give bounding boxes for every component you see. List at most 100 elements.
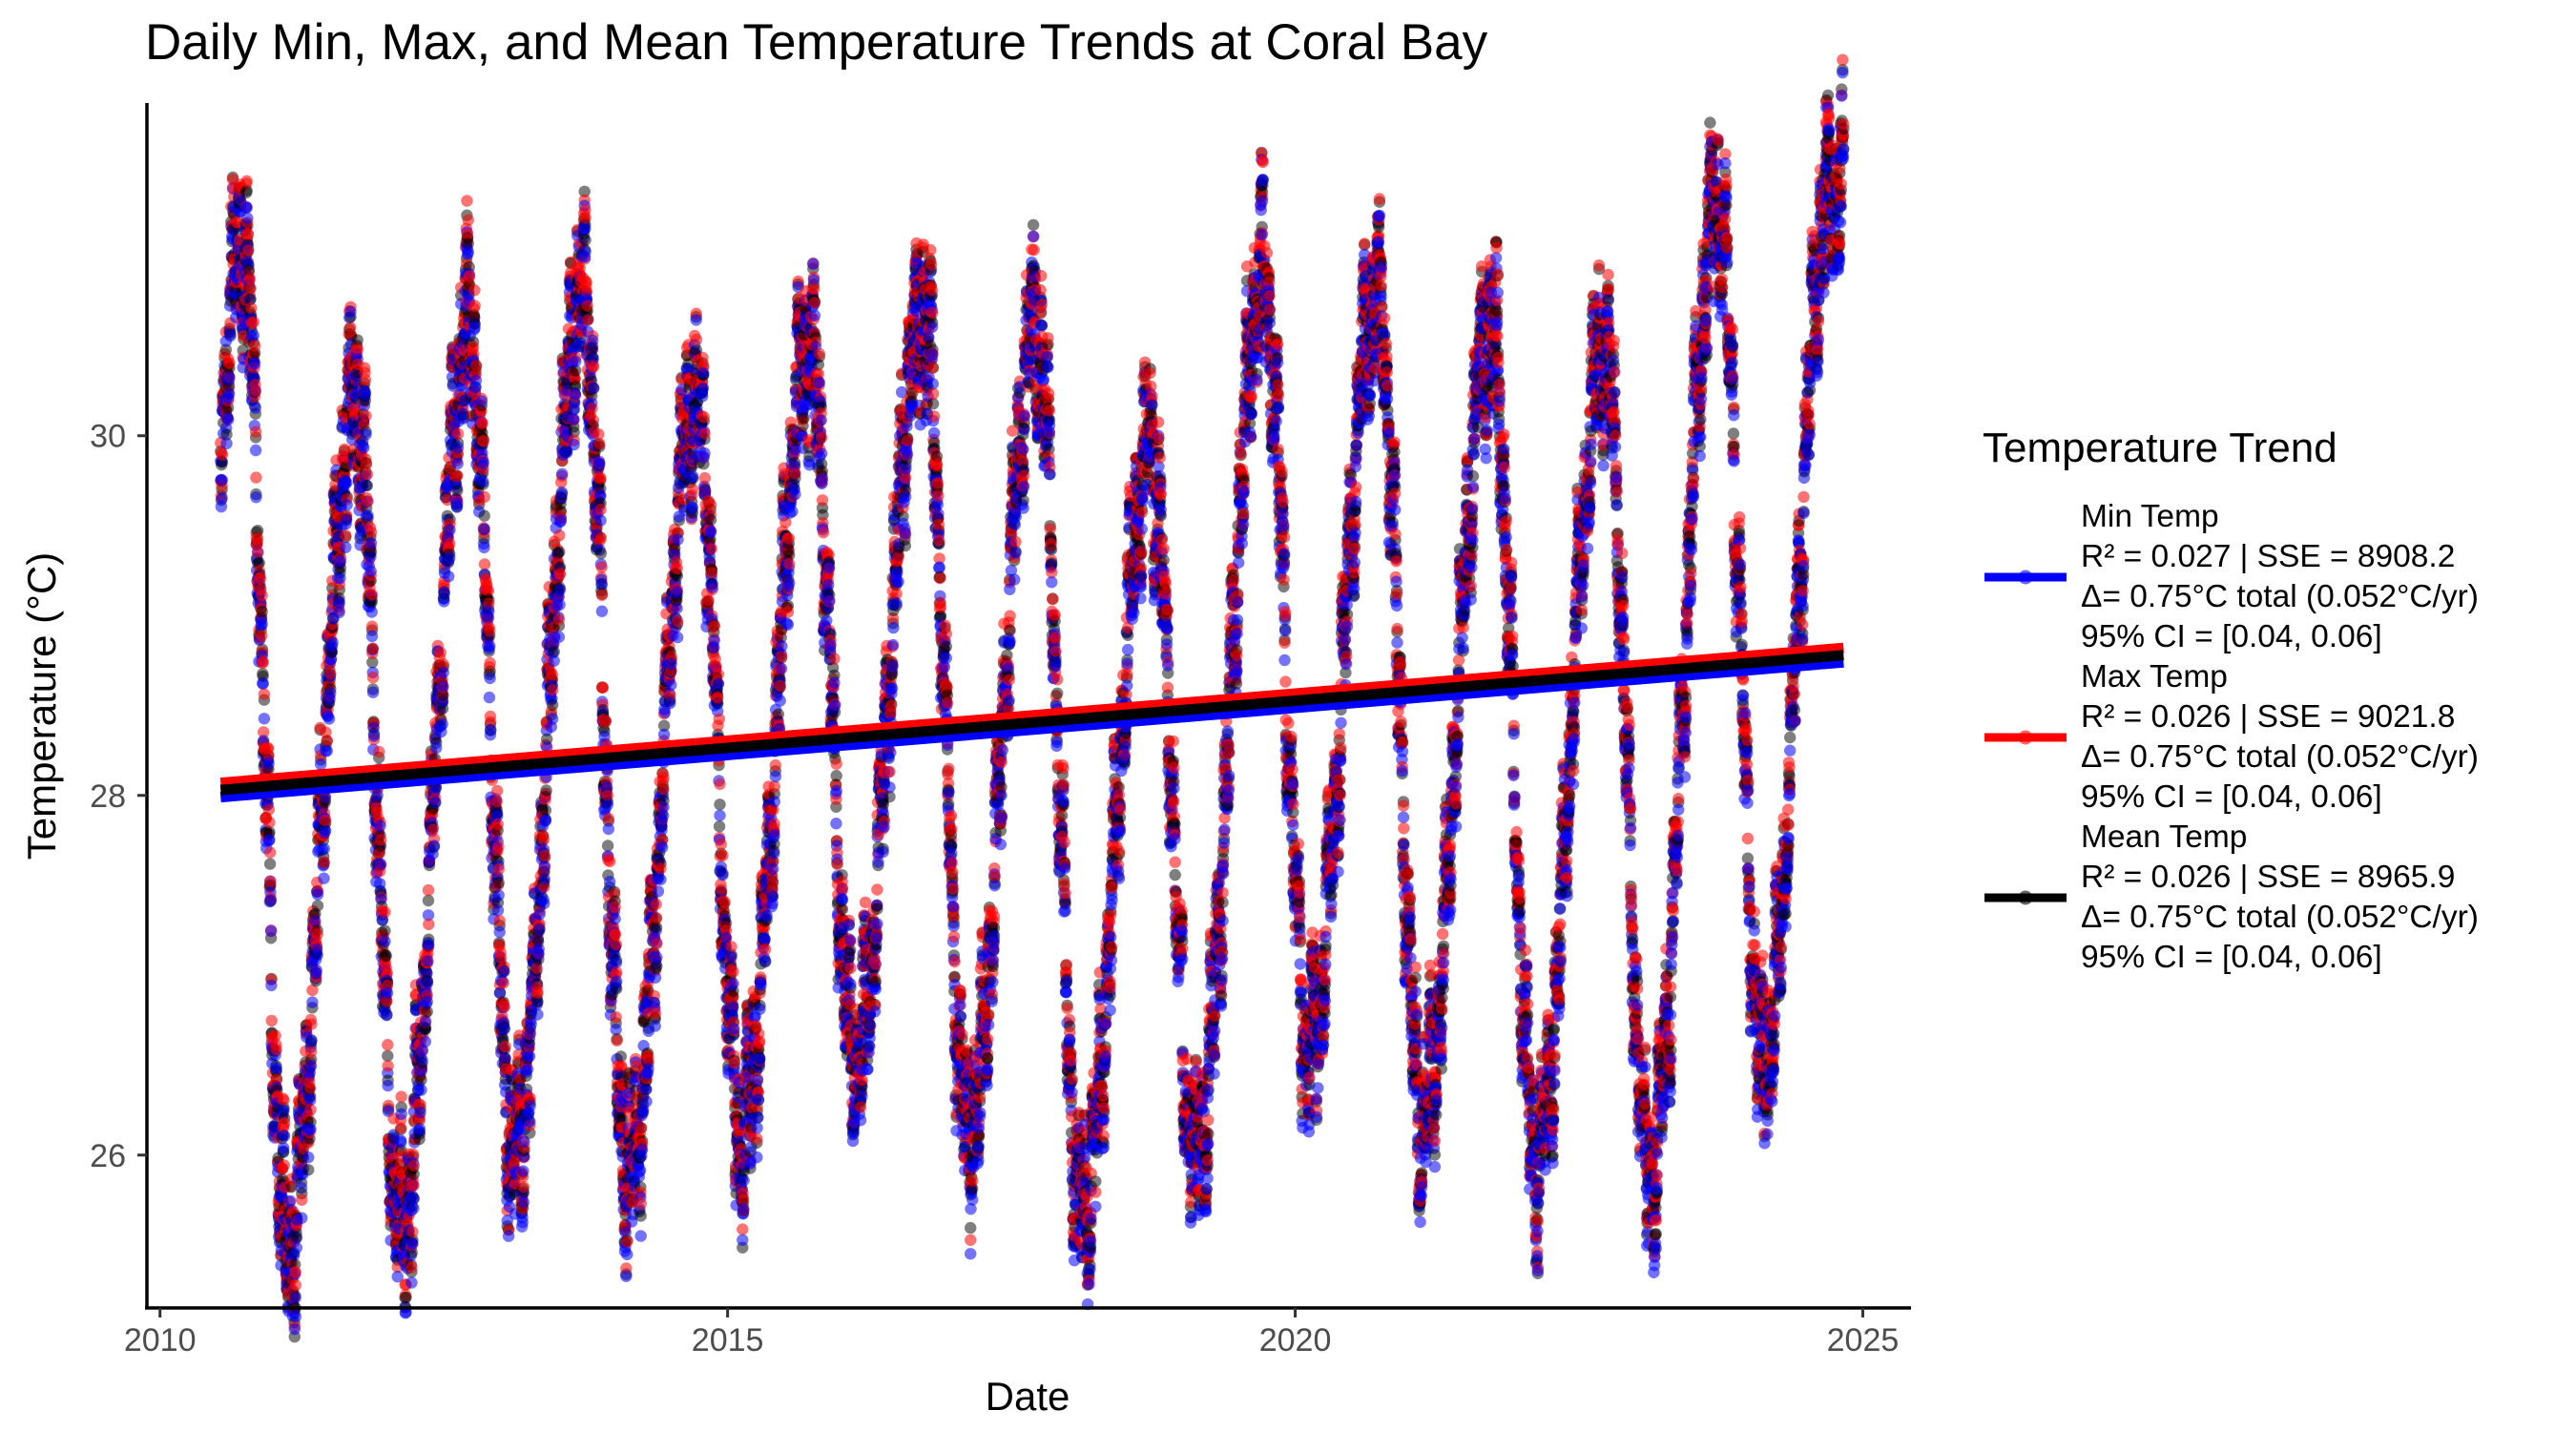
data-point-max-temp [553, 529, 566, 542]
data-point-min-temp [221, 413, 235, 426]
data-point-mean-temp [220, 428, 233, 441]
data-point-max-temp [248, 340, 261, 352]
data-point-min-temp [315, 758, 327, 771]
data-point-min-temp [665, 657, 677, 671]
data-point-max-temp [579, 212, 592, 224]
data-point-max-temp [451, 469, 464, 482]
data-point-max-temp [587, 361, 600, 373]
data-point-min-temp [635, 1143, 649, 1156]
data-point-max-temp [256, 630, 268, 642]
data-point-min-temp [524, 1115, 536, 1129]
data-point-min-temp [310, 964, 322, 977]
data-point-max-temp [698, 471, 711, 485]
data-point-max-temp [712, 691, 724, 704]
data-point-max-temp [374, 834, 387, 846]
data-point-max-temp [671, 614, 684, 628]
data-point-max-temp [462, 214, 474, 226]
data-point-min-temp [324, 687, 337, 699]
data-point-min-temp [437, 680, 449, 693]
data-point-min-temp [611, 975, 623, 987]
data-point-max-temp [321, 735, 333, 747]
data-point-min-temp [475, 395, 488, 407]
data-point-min-temp [451, 442, 465, 454]
data-point-max-temp [517, 1180, 530, 1193]
data-point-mean-temp [579, 234, 592, 246]
data-point-min-temp [322, 713, 336, 725]
data-point-max-temp [251, 532, 264, 545]
data-point-min-temp [725, 950, 737, 964]
data-point-max-temp [382, 1060, 394, 1072]
data-point-max-temp [366, 642, 379, 654]
data-point-min-temp [483, 605, 495, 618]
data-point-max-temp [657, 772, 670, 784]
data-point-min-temp [538, 861, 551, 873]
data-point-min-temp [305, 1034, 318, 1047]
data-point-max-temp [599, 716, 612, 728]
data-point-min-temp [609, 913, 621, 925]
data-point-min-temp [413, 1123, 426, 1135]
data-point-max-temp [241, 228, 255, 240]
data-point-min-temp [620, 1270, 633, 1283]
data-point-min-temp [690, 314, 702, 326]
data-point-max-temp [610, 938, 623, 951]
data-point-min-temp [364, 565, 377, 577]
data-point-max-temp [634, 1197, 647, 1210]
data-point-max-temp [484, 625, 496, 637]
data-point-max-temp [242, 244, 255, 257]
data-point-max-temp [498, 1001, 510, 1013]
data-point-max-temp [714, 778, 726, 791]
data-point-max-temp [586, 402, 598, 415]
data-point-mean-temp [714, 798, 726, 811]
data-point-max-temp [265, 1014, 278, 1027]
data-point-max-temp [249, 384, 261, 397]
data-point-min-temp [727, 977, 739, 990]
data-point-max-temp [365, 589, 378, 601]
data-point-min-temp [665, 678, 677, 692]
data-point-mean-temp [361, 479, 373, 492]
data-point-mean-temp [244, 293, 257, 305]
data-point-max-temp [423, 918, 435, 931]
data-point-min-temp [491, 904, 505, 917]
data-point-max-temp [318, 856, 330, 869]
data-point-min-temp [727, 1001, 739, 1014]
data-point-min-temp [311, 888, 324, 901]
data-point-max-temp [595, 589, 609, 601]
data-point-max-temp [395, 1122, 407, 1134]
data-point-min-temp [603, 876, 616, 888]
data-point-min-temp [421, 995, 433, 1008]
data-point-max-temp [596, 681, 610, 694]
data-point-min-temp [333, 596, 345, 610]
data-point-mean-temp [451, 485, 464, 497]
data-point-max-temp [405, 1261, 418, 1274]
data-point-max-temp [497, 977, 509, 989]
data-point-min-temp [552, 631, 566, 643]
data-point-min-temp [649, 1020, 661, 1032]
data-point-max-temp [362, 495, 374, 508]
data-point-min-temp [306, 996, 319, 1008]
data-point-min-temp [498, 965, 510, 978]
data-point-max-temp [451, 427, 465, 440]
data-point-mean-temp [540, 784, 552, 797]
data-point-min-temp [642, 1063, 654, 1075]
data-point-max-temp [262, 803, 275, 816]
data-point-min-temp [556, 467, 569, 480]
data-point-max-temp [422, 883, 435, 897]
data-point-max-temp [240, 175, 253, 187]
data-point-min-temp [395, 1108, 407, 1121]
data-point-min-temp [249, 444, 262, 457]
data-point-min-temp [429, 796, 442, 809]
data-point-min-temp [302, 1151, 315, 1164]
data-point-min-temp [652, 885, 665, 898]
data-point-max-temp [311, 928, 323, 941]
data-point-max-temp [609, 901, 621, 913]
data-point-min-temp [321, 745, 333, 757]
data-point-min-temp [318, 872, 330, 884]
data-point-max-temp [304, 1104, 317, 1116]
data-point-min-temp [436, 718, 448, 731]
data-point-max-temp [690, 333, 703, 346]
data-point-mean-temp [382, 1049, 394, 1063]
data-point-min-temp [326, 636, 339, 649]
data-point-max-temp [490, 795, 503, 808]
data-point-min-temp [395, 1136, 407, 1149]
data-point-min-temp [483, 691, 496, 704]
